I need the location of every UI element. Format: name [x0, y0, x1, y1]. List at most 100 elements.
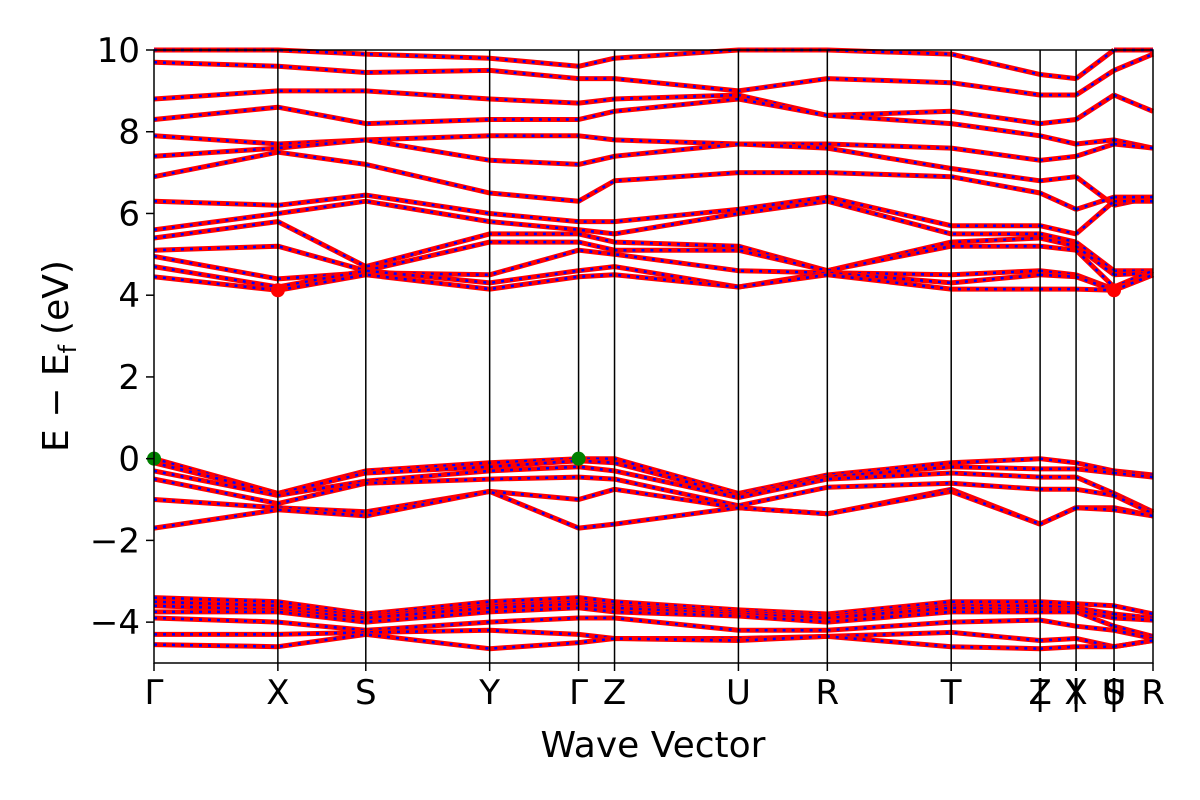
x-tick-label: |	[1108, 673, 1119, 713]
band-line-dash	[1040, 273, 1077, 279]
band-line-dash	[1039, 244, 1077, 252]
band-line-dash	[1075, 608, 1115, 620]
x-axis-label: Wave Vector	[541, 725, 766, 766]
band-line	[153, 595, 1041, 617]
band-line-dash	[1076, 506, 1115, 512]
band-line-dash	[1040, 645, 1077, 650]
band-line-dash	[1039, 118, 1077, 125]
x-tick-label: Y	[1065, 673, 1087, 713]
band-series	[153, 474, 1155, 517]
band-line-dash	[1075, 69, 1115, 97]
kpoint-lines-layer	[277, 50, 1115, 663]
band-line-dash	[1113, 508, 1154, 518]
cbm-marker	[1107, 283, 1122, 298]
band-series	[154, 605, 1154, 639]
x-tick-label: R	[816, 673, 840, 713]
band-line-dash	[1075, 610, 1115, 628]
band-line-dash	[1039, 236, 1077, 248]
band-line-dash	[1075, 142, 1115, 158]
band-line-dash	[153, 490, 1041, 530]
band-line-dash	[1039, 269, 1077, 277]
band-line-dash	[1039, 134, 1077, 146]
band-line	[1074, 199, 1116, 236]
band-line	[1074, 244, 1116, 277]
x-tick-label: X	[1064, 673, 1087, 713]
band-line-dash	[153, 273, 1041, 292]
x-tick-label: R	[1141, 673, 1165, 713]
band-line-dash	[1039, 155, 1077, 162]
y-axis: −4 −2 0 2 4 6 8 10	[90, 31, 154, 643]
band-line-dash	[153, 61, 1041, 97]
x-tick-label: S	[1103, 673, 1125, 713]
cbm-marker	[270, 283, 285, 298]
y-tick-label: 0	[118, 440, 140, 480]
band-line	[153, 239, 1041, 274]
band-line-dash	[1113, 624, 1154, 638]
y-tick-label: 8	[118, 113, 140, 153]
band-line-dash	[154, 629, 1041, 642]
band-series	[153, 615, 1154, 641]
band-line-dash	[1039, 232, 1077, 244]
y-tick-label: 6	[118, 194, 140, 234]
band-line	[153, 198, 1041, 237]
band-line-dash	[1039, 506, 1077, 526]
band-line	[1074, 240, 1116, 273]
band-line	[153, 96, 1041, 139]
band-line	[153, 247, 1041, 282]
band-series	[153, 137, 1154, 208]
x-tick-label: X	[266, 673, 289, 713]
band-line-dash	[1113, 604, 1154, 616]
band-line	[1074, 248, 1116, 289]
band-line	[153, 615, 1041, 633]
band-line-dash	[1075, 606, 1115, 616]
band-line-dash	[1039, 618, 1077, 628]
band-series	[153, 149, 1153, 212]
x-tick-label: Y	[478, 673, 500, 713]
band-edge-markers-layer	[147, 283, 1122, 466]
band-line-dash	[153, 97, 1041, 138]
band-line-dash	[1040, 637, 1077, 642]
bands-layer	[153, 47, 1155, 652]
band-line-dash	[153, 457, 1041, 495]
x-tick-label: S	[355, 673, 377, 713]
band-series	[153, 458, 1154, 498]
band-line-dash	[1039, 457, 1077, 465]
vbm-marker	[571, 451, 586, 466]
band-line	[153, 488, 1041, 531]
x-tick-label: Z	[1028, 673, 1051, 713]
band-line-dash	[154, 606, 1041, 624]
band-line	[153, 264, 1041, 290]
band-line-dash	[1075, 275, 1115, 292]
band-series	[153, 595, 1154, 617]
band-line-dash	[1113, 616, 1154, 622]
y-tick-label: 10	[97, 31, 140, 71]
x-tick-label: U	[1102, 673, 1127, 713]
band-line	[154, 47, 1041, 77]
x-tick-label: Γ	[569, 673, 588, 713]
x-tick-label: |	[1070, 673, 1081, 713]
y-axis-label-subscript: f	[54, 344, 82, 353]
band-line-dash	[153, 138, 1041, 183]
band-line-dash	[153, 475, 1041, 507]
band-line	[1112, 493, 1155, 517]
y-axis-label-unit: (eV)	[36, 260, 77, 335]
band-series	[153, 88, 1154, 127]
band-line-dash	[1113, 612, 1154, 620]
y-axis-label-main: E − E	[36, 353, 77, 452]
band-line-dash	[154, 48, 1041, 76]
x-tick-label: T	[940, 673, 962, 713]
y-tick-label: 2	[118, 358, 140, 398]
band-line	[1113, 92, 1154, 114]
band-line-dash	[153, 602, 1041, 620]
band-series	[153, 488, 1154, 531]
band-line-dash	[1113, 639, 1154, 648]
band-line-dash	[1076, 602, 1115, 608]
band-line-dash	[1075, 195, 1115, 211]
band-line	[153, 464, 1041, 500]
band-line-dash	[153, 134, 1041, 162]
band-series	[154, 47, 1153, 82]
band-line-dash	[1040, 604, 1077, 610]
band-line-dash	[1076, 287, 1115, 292]
x-tick-label: |	[1034, 673, 1045, 713]
x-tick-label: Z	[603, 673, 626, 713]
